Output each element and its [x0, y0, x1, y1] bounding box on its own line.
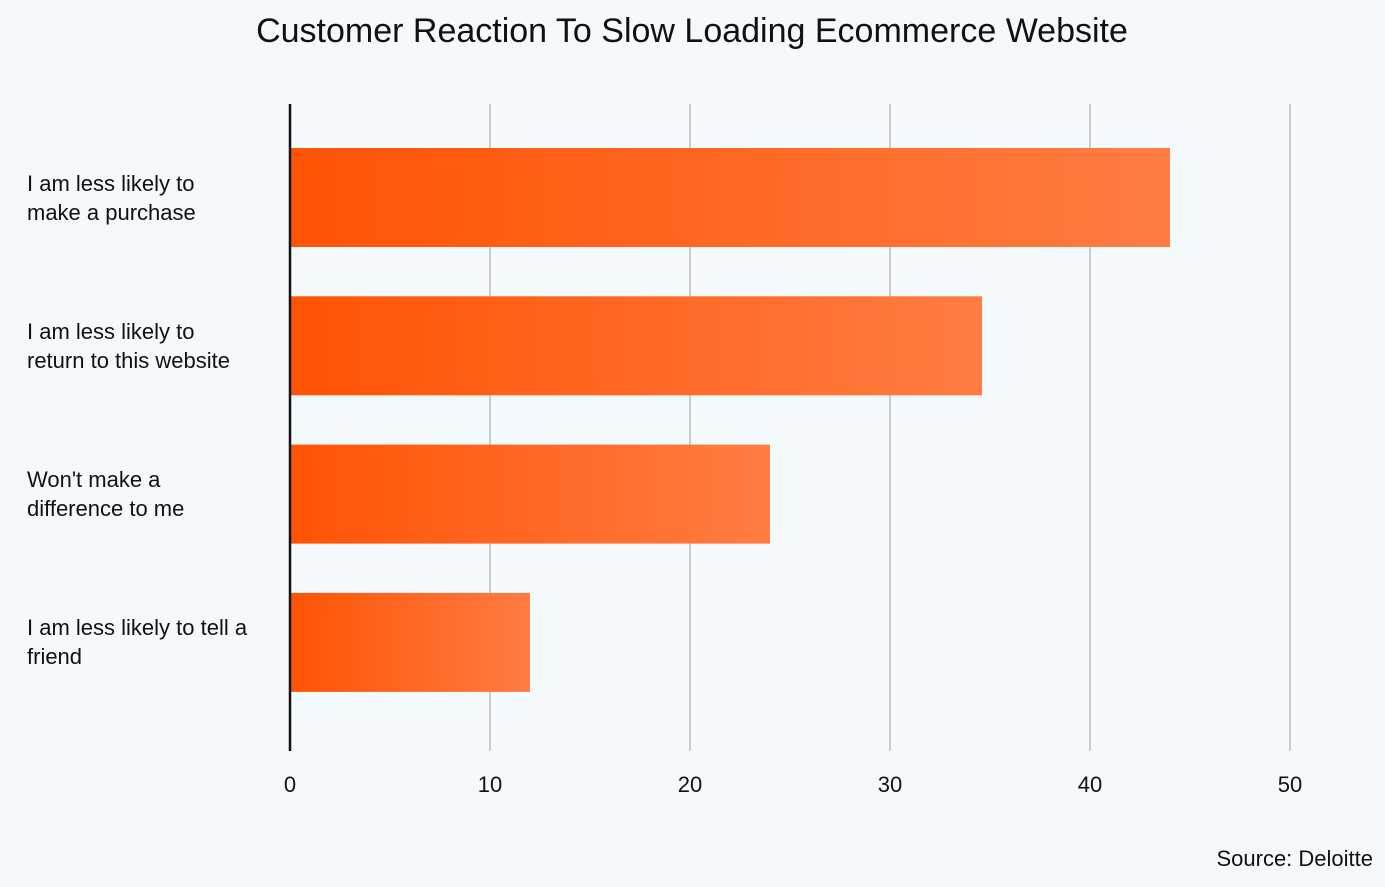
category-label-line: friend — [27, 644, 83, 670]
bar — [290, 148, 1170, 247]
category-label-line: I am less likely to — [27, 318, 195, 344]
category-label-line: difference to me — [27, 496, 185, 522]
bar — [290, 444, 770, 544]
x-tick-label: 10 — [478, 772, 502, 797]
category-label: I am less likely to make a purchase — [27, 169, 277, 227]
category-label-line: I am less likely to — [27, 170, 195, 196]
category-label: I am less likely to tell a friend — [27, 613, 277, 671]
category-label-line: return to this website — [27, 347, 230, 373]
category-label: Won't make a difference to me — [27, 465, 277, 523]
chart-title: Customer Reaction To Slow Loading Ecomme… — [256, 12, 1128, 50]
bar — [290, 296, 982, 396]
category-label: I am less likely to return to this websit… — [27, 317, 277, 375]
x-tick-label: 30 — [878, 772, 902, 797]
source-note: Source: Deloitte — [1216, 846, 1373, 871]
x-tick-label: 20 — [678, 772, 702, 797]
x-tick-label: 50 — [1278, 772, 1302, 797]
bar — [290, 592, 530, 692]
x-tick-label: 0 — [284, 772, 296, 797]
category-label-line: I am less likely to tell a — [27, 615, 248, 641]
category-label-line: Won't make a — [27, 467, 161, 493]
x-tick-label: 40 — [1078, 772, 1102, 797]
category-label-line: make a purchase — [27, 199, 196, 225]
